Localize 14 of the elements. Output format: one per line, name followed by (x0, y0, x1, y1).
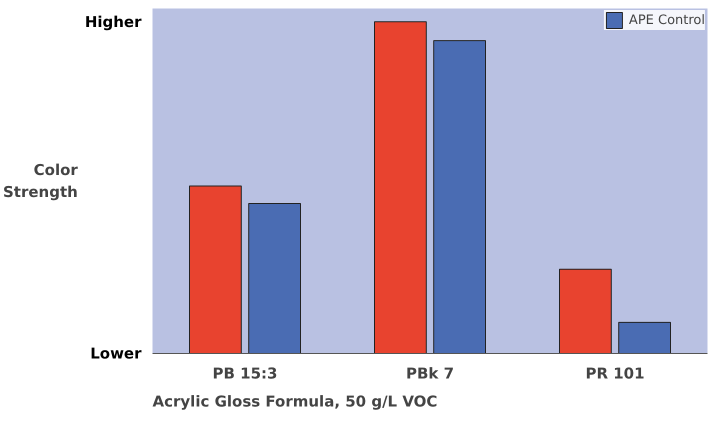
text: Higher (84, 12, 142, 31)
bar (618, 322, 671, 354)
bar (374, 21, 427, 354)
x-tick-label: PB 15:3 (212, 364, 278, 382)
text: Lower (90, 344, 142, 362)
bar (559, 268, 612, 354)
bar (189, 185, 242, 354)
bar (248, 203, 301, 354)
x-tick-label: PBk 7 (406, 364, 454, 382)
text: Acrylic Gloss Formula, 50 g/L VOC (152, 392, 438, 410)
bar (433, 40, 486, 354)
x-tick-label: PR 101 (585, 364, 645, 382)
y-axis-title: Color Strength (3, 161, 78, 201)
legend-label: APE Control (628, 12, 705, 28)
